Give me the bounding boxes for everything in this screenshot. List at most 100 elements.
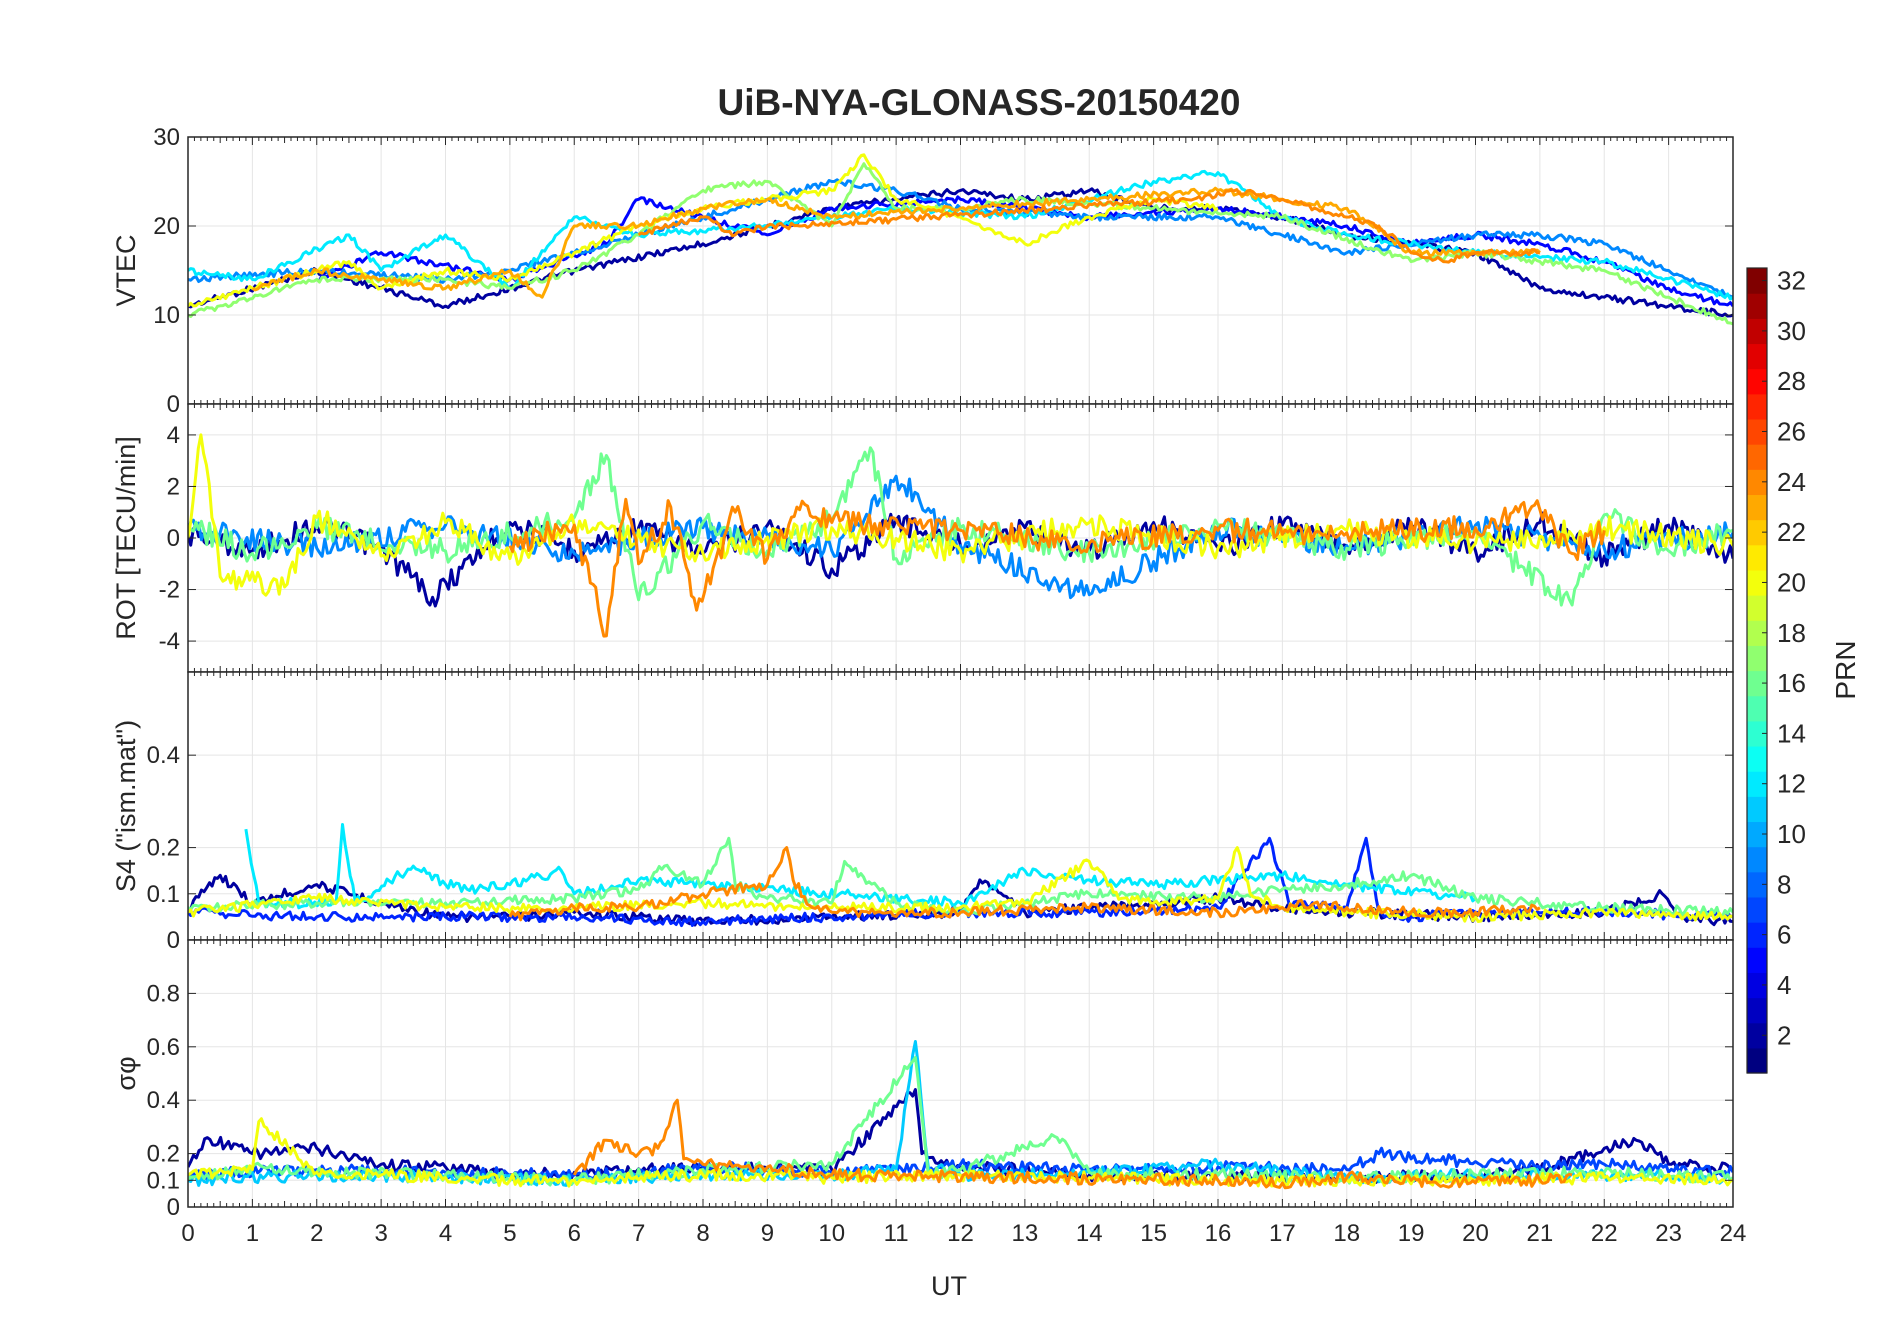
series-line-prn-12 [244, 823, 1477, 910]
y-tick-label: 10 [153, 302, 180, 329]
colorbar-segment [1747, 368, 1767, 395]
colorbar-tick-label: 20 [1777, 567, 1806, 597]
colorbar-label: PRN [1830, 640, 1861, 699]
colorbar-segment [1747, 343, 1767, 370]
colorbar-segment [1747, 771, 1767, 797]
x-tick-label: 22 [1591, 1220, 1618, 1247]
colorbar-segment [1747, 997, 1767, 1024]
y-ticks: 0 10 20 30 [153, 124, 1733, 418]
series-line-prn-23 [251, 186, 1541, 299]
series-line-prn-20 [188, 433, 1733, 597]
x-tick-label: 15 [1140, 1220, 1167, 1247]
colorbar-segment [1747, 268, 1767, 294]
colorbar-tick-label: 24 [1777, 467, 1806, 497]
colorbar-tick-label: 4 [1777, 970, 1791, 1000]
colorbar-segment [1747, 444, 1767, 470]
x-tick-labels: 0 1 2 3 4 5 6 7 8 9 10 11 12 13 14 15 16 17 18 19 20 21 22 23 24 [181, 1220, 1746, 1247]
y-tick-label: 0.4 [147, 742, 180, 769]
x-tick-label: 0 [181, 1220, 194, 1247]
y-axis-label: σφ [111, 1056, 141, 1090]
series-group [188, 433, 1733, 638]
colorbar-segment [1747, 393, 1767, 420]
colorbar-segment [1747, 670, 1767, 697]
y-tick-label: 4 [167, 422, 180, 449]
colorbar-segment [1747, 922, 1767, 948]
x-tick-label: 9 [761, 1220, 774, 1247]
x-axis-label: UT [931, 1271, 967, 1301]
colorbar-tick-label: 16 [1777, 668, 1806, 698]
y-tick-label: 2 [167, 473, 180, 500]
x-tick-label: 11 [884, 1220, 909, 1247]
colorbar-segment [1747, 494, 1767, 521]
x-tick-label: 8 [696, 1220, 709, 1247]
series-line-prn-24 [637, 188, 1540, 264]
colorbar-segment [1747, 972, 1767, 999]
y-axis-label: S4 ("ism.mat") [111, 720, 141, 892]
colorbar-segment [1747, 318, 1767, 345]
colorbar-tick-label: 8 [1777, 869, 1791, 899]
x-tick-label: 16 [1205, 1220, 1232, 1247]
colorbar-segment [1747, 595, 1767, 621]
colorbar-frame [1746, 267, 1768, 1074]
x-tick-label: 3 [374, 1220, 387, 1247]
y-tick-label: 0.1 [147, 1167, 180, 1194]
x-tick-label: 12 [947, 1220, 974, 1247]
x-tick-label: 2 [310, 1220, 323, 1247]
y-tick-label: 0.4 [147, 1087, 180, 1114]
y-tick-label: 0.8 [147, 980, 180, 1007]
x-tick-label: 14 [1076, 1220, 1103, 1247]
x-ticks [187, 940, 1734, 1207]
colorbar-segment [1747, 947, 1767, 973]
x-tick-label: 1 [246, 1220, 259, 1247]
colorbar-segment [1747, 645, 1767, 672]
y-tick-label: 0 [167, 1194, 180, 1221]
colorbar-segment [1747, 695, 1767, 722]
x-tick-label: 4 [439, 1220, 452, 1247]
colorbar-tick-label: 26 [1777, 417, 1806, 447]
colorbar-tick-label: 18 [1777, 618, 1806, 648]
x-tick-label: 18 [1333, 1220, 1360, 1247]
colorbar-segment [1747, 1047, 1767, 1074]
x-tick-label: 21 [1527, 1220, 1554, 1247]
series-group [188, 153, 1733, 326]
colorbar-segment [1747, 871, 1767, 898]
x-tick-label: 23 [1655, 1220, 1682, 1247]
x-tick-label: 19 [1398, 1220, 1425, 1247]
colorbar-tick-label: 32 [1777, 266, 1806, 296]
colorbar-tick-label: 28 [1777, 366, 1806, 396]
series-line-prn-7 [188, 1146, 1733, 1182]
colorbar-tick-label: 14 [1777, 718, 1806, 748]
colorbar-tick-label: 10 [1777, 819, 1806, 849]
y-ticks: -4 -2 0 2 4 [159, 422, 1733, 655]
series-line-prn-24 [572, 1098, 1573, 1190]
series-line-prn-9 [188, 474, 1733, 600]
colorbar-segment [1747, 418, 1767, 445]
y-tick-label: 0 [167, 525, 180, 552]
x-ticks [187, 404, 1734, 672]
y-tick-label: -4 [159, 628, 180, 655]
y-axis-label: VTEC [111, 234, 141, 306]
series-line-prn-20 [188, 846, 1733, 923]
y-tick-label: 0.1 [147, 881, 180, 908]
y-tick-label: 0.6 [147, 1034, 180, 1061]
colorbar-segment [1747, 896, 1767, 923]
x-tick-label: 10 [818, 1220, 845, 1247]
subplot-vtec: 0 10 20 30 VTEC [111, 124, 1734, 418]
colorbar-segment [1747, 796, 1767, 823]
x-tick-label: 20 [1462, 1220, 1489, 1247]
subplot-rot: -4 -2 0 2 4 ROT [TECU/min] [111, 403, 1734, 673]
y-axis-label: ROT [TECU/min] [111, 436, 141, 640]
colorbar-tick-label: 6 [1777, 920, 1791, 950]
y-tick-label: 0.2 [147, 1141, 180, 1168]
y-tick-label: -2 [159, 577, 180, 604]
colorbar-segment [1747, 519, 1767, 546]
x-tick-label: 17 [1269, 1220, 1296, 1247]
colorbar-tick-label: 2 [1777, 1020, 1791, 1050]
figure-title: UiB-NYA-GLONASS-20150420 [718, 82, 1241, 123]
colorbar-tick-label: 22 [1777, 517, 1806, 547]
series-group [188, 1040, 1733, 1190]
colorbar-tick-label: 12 [1777, 769, 1806, 799]
y-tick-label: 0 [167, 391, 180, 418]
